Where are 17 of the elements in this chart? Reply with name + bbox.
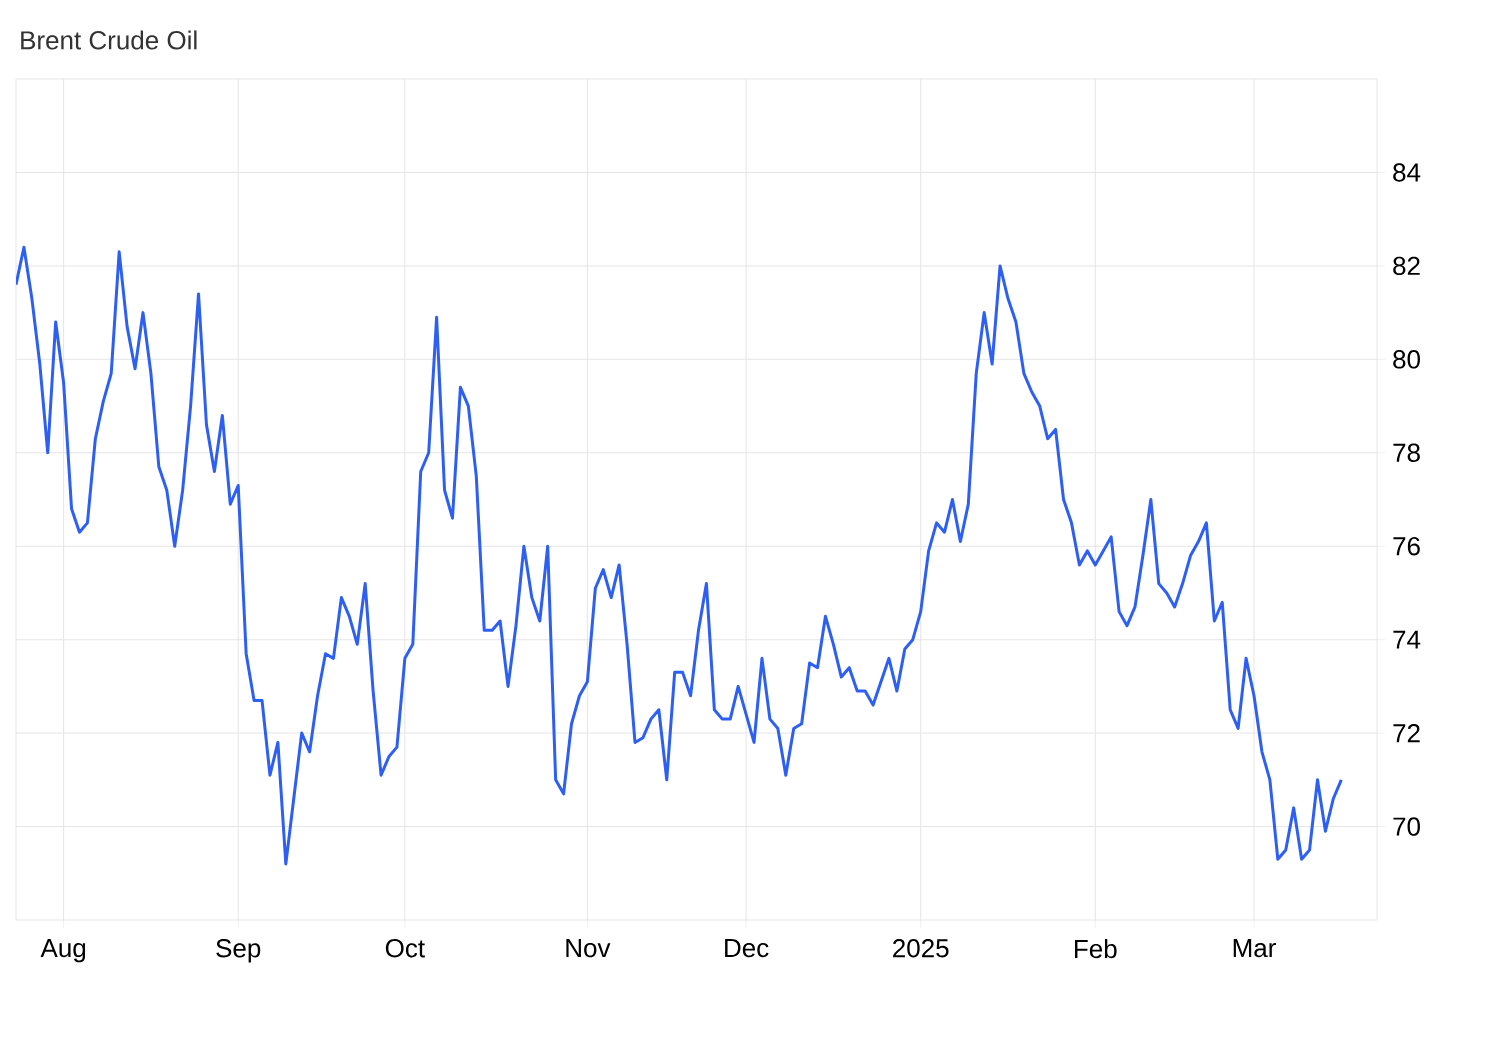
x-tick-label: Mar [1233,939,1276,958]
x-tick-label: Sep [216,939,261,963]
y-tick-label: 78 [1393,443,1420,462]
y-tick-label: 74 [1393,630,1421,649]
x-tick-label: 2025 [893,939,949,958]
x-tick-label: Aug [40,939,86,963]
chart-title: Brent Crude Oil [21,30,197,50]
y-tick-label: 72 [1393,724,1420,743]
y-tick-label: 82 [1393,256,1420,276]
y-tick-label: 84 [1393,163,1421,182]
x-tick-label: Nov [566,939,611,958]
x-tick-label: Feb [1075,939,1117,959]
y-tick-label: 70 [1393,817,1420,836]
y-tick-label: 76 [1393,537,1420,556]
x-tick-label: Dec [725,939,769,958]
x-tick-label: Oct [385,939,425,958]
y-tick-label: 80 [1393,350,1420,369]
